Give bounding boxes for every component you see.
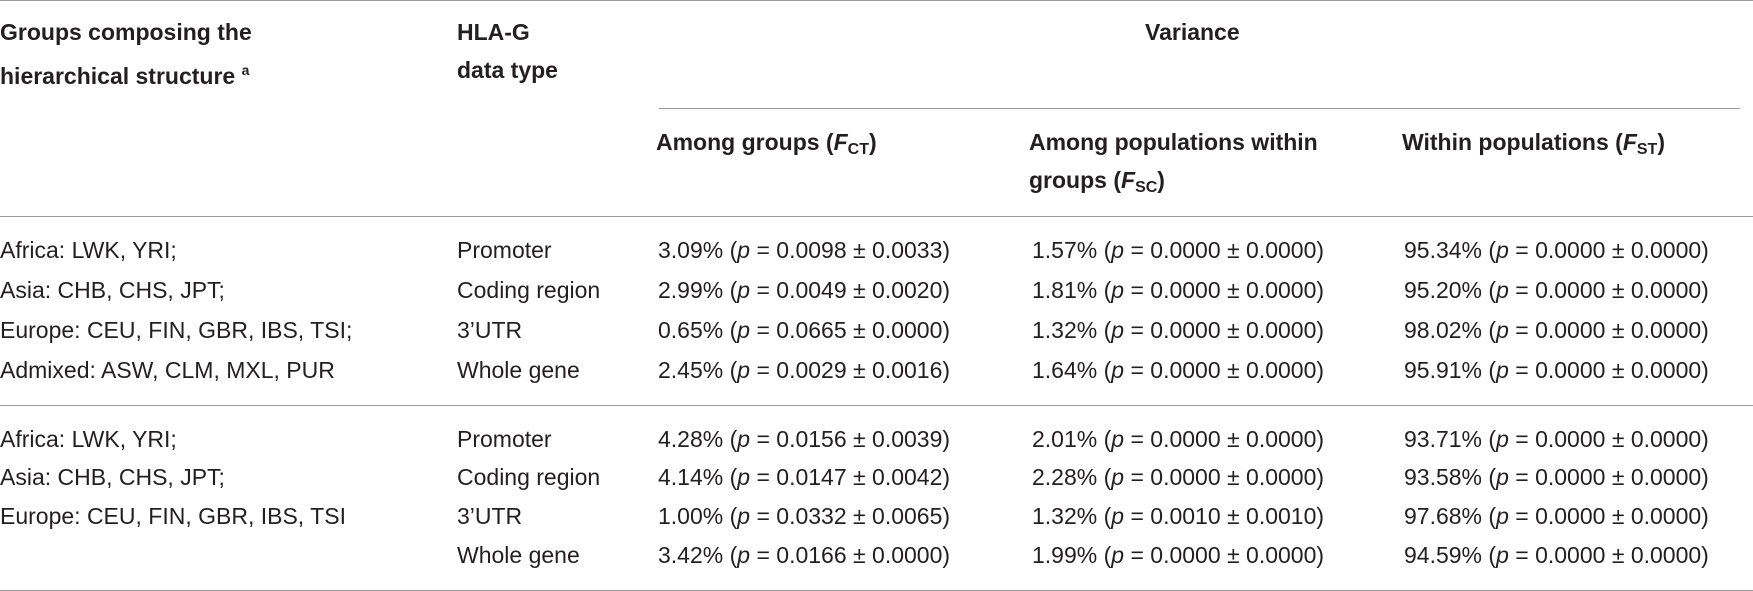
header-groups: Groups composing the hierarchical struct… xyxy=(0,13,252,95)
fct-value: 1.00% (p = 0.0332 ± 0.0065) xyxy=(658,503,951,529)
table-row: Coding region 4.14% (p = 0.0147 ± 0.0042… xyxy=(0,463,1753,491)
header-groups-line2: hierarchical structure a xyxy=(0,62,250,89)
header-bottom-rule xyxy=(0,216,1753,217)
header-within-populations: Within populations (FST) xyxy=(1402,129,1665,158)
fsc-value: 1.32% (p = 0.0000 ± 0.0000) xyxy=(1032,317,1325,343)
fct-value: 2.99% (p = 0.0049 ± 0.0020) xyxy=(658,277,951,303)
section1-group-1: Asia: CHB, CHS, JPT; xyxy=(0,277,225,303)
fst-value: 95.34% (p = 0.0000 ± 0.0000) xyxy=(1404,237,1709,263)
fst-value: 94.59% (p = 0.0000 ± 0.0000) xyxy=(1404,542,1709,568)
fst-value: 93.58% (p = 0.0000 ± 0.0000) xyxy=(1404,464,1709,490)
header-among-populations-line2: groups (FSC) xyxy=(1029,167,1165,196)
fct-value: 4.28% (p = 0.0156 ± 0.0039) xyxy=(658,426,951,452)
header-datatype-line2: data type xyxy=(457,57,558,83)
section2-group-2: Europe: CEU, FIN, GBR, IBS, TSI xyxy=(0,503,346,529)
section1-group-0: Africa: LWK, YRI; xyxy=(0,237,177,263)
fct-value: 0.65% (p = 0.0665 ± 0.0000) xyxy=(658,317,951,343)
fsc-value: 1.57% (p = 0.0000 ± 0.0000) xyxy=(1032,237,1325,263)
top-rule xyxy=(0,0,1753,1)
fct-value: 2.45% (p = 0.0029 ± 0.0016) xyxy=(658,357,951,383)
data-type: Whole gene xyxy=(457,542,580,568)
variance-rule xyxy=(659,108,1740,109)
fst-value: 95.20% (p = 0.0000 ± 0.0000) xyxy=(1404,277,1709,303)
fct-value: 3.42% (p = 0.0166 ± 0.0000) xyxy=(658,542,951,568)
fst-value: 95.91% (p = 0.0000 ± 0.0000) xyxy=(1404,357,1709,383)
data-type: Whole gene xyxy=(457,357,580,383)
fst-value: 98.02% (p = 0.0000 ± 0.0000) xyxy=(1404,317,1709,343)
data-type: 3’UTR xyxy=(457,503,523,529)
header-variance: Variance xyxy=(1145,19,1240,45)
table-row: Promoter 3.09% (p = 0.0098 ± 0.0033) 1.5… xyxy=(0,236,1753,264)
header-groups-line1: Groups composing the xyxy=(0,19,252,45)
header-datatype-line1: HLA-G xyxy=(457,19,530,45)
table-row: Whole gene 2.45% (p = 0.0029 ± 0.0016) 1… xyxy=(0,356,1753,384)
data-type: Coding region xyxy=(457,277,601,303)
table-row: Promoter 4.28% (p = 0.0156 ± 0.0039) 2.0… xyxy=(0,425,1753,453)
table-row: 3’UTR 0.65% (p = 0.0665 ± 0.0000) 1.32% … xyxy=(0,316,1753,344)
data-type: 3’UTR xyxy=(457,317,523,343)
data-type: Coding region xyxy=(457,464,601,490)
fsc-value: 1.32% (p = 0.0010 ± 0.0010) xyxy=(1032,503,1325,529)
fsc-value: 2.28% (p = 0.0000 ± 0.0000) xyxy=(1032,464,1325,490)
data-type: Promoter xyxy=(457,426,552,452)
fsc-value: 1.64% (p = 0.0000 ± 0.0000) xyxy=(1032,357,1325,383)
section1-group-2: Europe: CEU, FIN, GBR, IBS, TSI; xyxy=(0,317,353,343)
section2-group-0: Africa: LWK, YRI; xyxy=(0,426,177,452)
header-among-groups: Among groups (FCT) xyxy=(656,129,877,158)
footnote-marker: a xyxy=(241,62,250,78)
header-among-populations-line1: Among populations within xyxy=(1029,129,1318,155)
section1-group-3: Admixed: ASW, CLM, MXL, PUR xyxy=(0,357,335,383)
fsc-value: 1.81% (p = 0.0000 ± 0.0000) xyxy=(1032,277,1325,303)
fct-value: 4.14% (p = 0.0147 ± 0.0042) xyxy=(658,464,951,490)
fsc-value: 1.99% (p = 0.0000 ± 0.0000) xyxy=(1032,542,1325,568)
header-among-populations: Among populations within groups (FSC) xyxy=(1029,123,1318,207)
fct-value: 3.09% (p = 0.0098 ± 0.0033) xyxy=(658,237,951,263)
fsc-value: 2.01% (p = 0.0000 ± 0.0000) xyxy=(1032,426,1325,452)
header-datatype: HLA-G data type xyxy=(457,13,558,89)
fst-value: 93.71% (p = 0.0000 ± 0.0000) xyxy=(1404,426,1709,452)
table-row: Whole gene 3.42% (p = 0.0166 ± 0.0000) 1… xyxy=(0,541,1753,569)
section2-group-1: Asia: CHB, CHS, JPT; xyxy=(0,464,225,490)
table-row: 3’UTR 1.00% (p = 0.0332 ± 0.0065) 1.32% … xyxy=(0,502,1753,530)
table-row: Coding region 2.99% (p = 0.0049 ± 0.0020… xyxy=(0,276,1753,304)
fst-value: 97.68% (p = 0.0000 ± 0.0000) xyxy=(1404,503,1709,529)
data-type: Promoter xyxy=(457,237,552,263)
section-divider-rule xyxy=(0,405,1753,406)
